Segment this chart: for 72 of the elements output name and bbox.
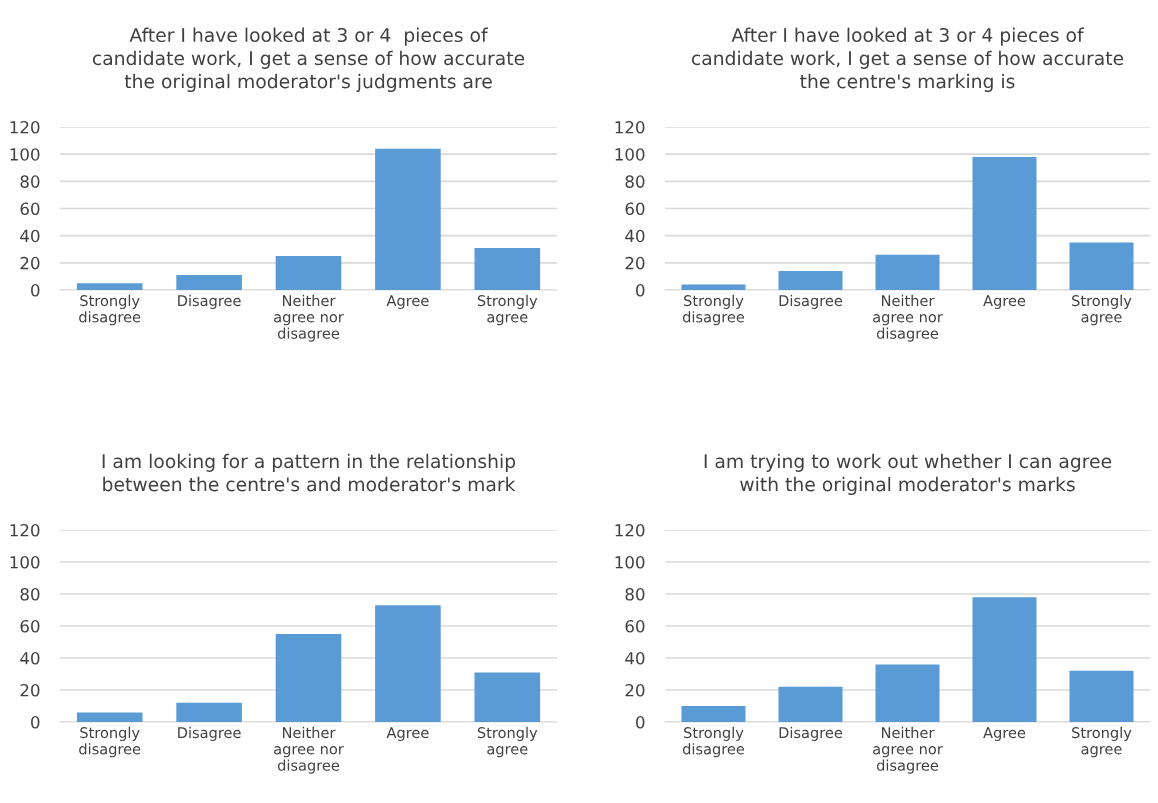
bar: [875, 254, 940, 290]
y-tick-label: 20: [20, 256, 40, 270]
x-tick-label: Strongly agree: [477, 726, 538, 758]
x-tick-label: Neither agree nor disagree: [873, 726, 943, 774]
y-tick-label: 120: [10, 523, 40, 537]
y-tick-label: 20: [625, 683, 645, 697]
bar: [474, 247, 541, 290]
x-tick-label: Agree: [983, 295, 1026, 309]
bar: [275, 634, 342, 722]
y-tick-label: 20: [625, 256, 645, 270]
x-tick-label: Agree: [983, 727, 1026, 741]
bar: [681, 284, 746, 290]
chart-title: I am looking for a pattern in the relationship between the centre's and moderator's mark: [102, 453, 516, 492]
x-tick-label: Neither agree nor disagree: [274, 726, 344, 774]
y-tick-label: 60: [625, 619, 645, 633]
y-tick-label: 0: [31, 715, 40, 729]
y-tick-label: 80: [625, 587, 645, 601]
x-tick-label: Disagree: [779, 294, 843, 309]
chart-title: After I have looked at 3 or 4 pieces of candidate work, I get a sense of how accurate the centre's marking is: [691, 27, 1124, 93]
y-tick-label: 40: [625, 229, 645, 243]
y-tick-label: 40: [20, 651, 40, 665]
bar: [176, 275, 242, 290]
y-tick-label: 120: [10, 120, 40, 134]
y-tick-label: 120: [615, 120, 645, 134]
bar: [972, 597, 1037, 722]
y-tick-label: 40: [20, 229, 40, 243]
bar: [176, 702, 242, 722]
x-tick-label: Disagree: [178, 294, 241, 309]
chart-title: After I have looked at 3 or 4 pieces of candidate work, I get a sense of how accurate the original moderator's judgments are: [92, 27, 525, 93]
y-tick-label: 100: [10, 555, 40, 569]
x-tick-label: Disagree: [779, 726, 843, 741]
y-tick-label: 20: [20, 683, 40, 697]
y-tick-label: 0: [636, 715, 645, 729]
bar: [76, 283, 143, 290]
bar: [1069, 242, 1134, 290]
x-tick-label: Disagree: [178, 726, 241, 741]
y-tick-label: 0: [636, 283, 645, 297]
x-tick-label: Neither agree nor disagree: [873, 294, 943, 342]
y-tick-label: 0: [31, 283, 40, 297]
bar: [1069, 670, 1134, 722]
y-tick-label: 80: [625, 175, 645, 188]
y-tick-label: 100: [615, 148, 645, 161]
bar: [778, 270, 843, 290]
chart-title: I am trying to work out whether I can agree with the original moderator's marks: [704, 453, 1112, 496]
bar: [375, 148, 441, 290]
x-tick-label: Agree: [386, 727, 429, 741]
y-tick-label: 60: [20, 619, 40, 633]
y-tick-label: 100: [615, 555, 645, 569]
x-tick-label: Strongly disagree: [79, 294, 141, 326]
x-tick-label: Strongly agree: [477, 294, 538, 326]
bar: [275, 256, 342, 290]
bar: [972, 156, 1037, 290]
x-tick-label: Strongly disagree: [682, 294, 745, 326]
bar: [681, 706, 746, 722]
bar: [778, 686, 843, 722]
x-tick-label: Strongly agree: [1072, 294, 1132, 326]
bar: [76, 712, 143, 722]
y-tick-label: 120: [615, 523, 645, 537]
y-tick-label: 60: [20, 202, 40, 216]
x-tick-label: Strongly disagree: [79, 726, 141, 758]
x-tick-label: Strongly disagree: [682, 726, 745, 758]
x-tick-label: Agree: [386, 295, 429, 309]
bar: [875, 664, 940, 722]
bar: [474, 672, 541, 722]
x-tick-label: Strongly agree: [1072, 726, 1132, 758]
y-tick-label: 60: [625, 202, 645, 216]
y-tick-label: 80: [20, 587, 40, 601]
y-tick-label: 100: [10, 148, 40, 161]
y-tick-label: 40: [625, 651, 645, 665]
y-tick-label: 80: [20, 175, 40, 188]
x-tick-label: Neither agree nor disagree: [274, 294, 344, 342]
bar: [375, 605, 441, 722]
